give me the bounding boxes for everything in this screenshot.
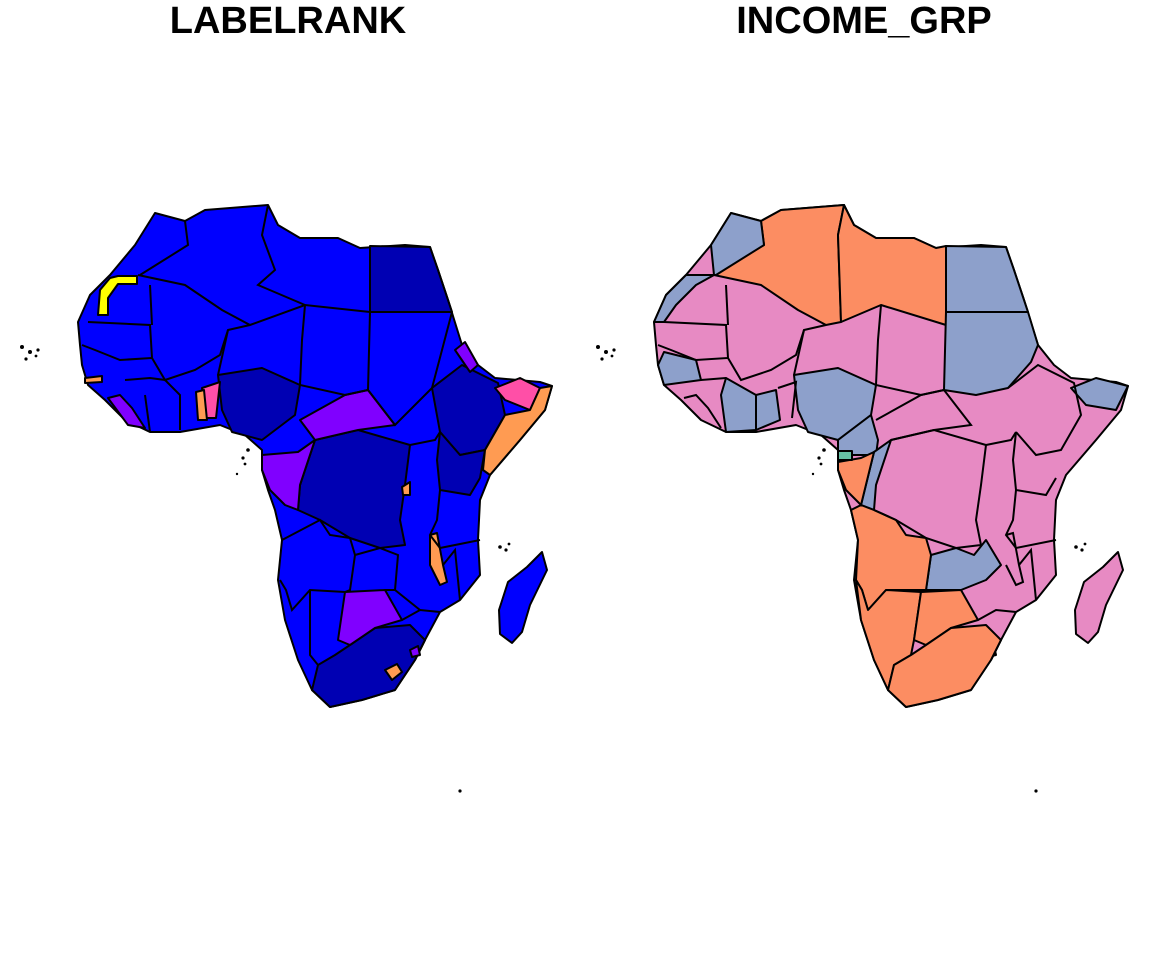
country-ghana: [755, 389, 781, 431]
country-gambia: [84, 375, 103, 384]
country-senegal: [657, 351, 702, 386]
country-nigeria: [217, 367, 301, 441]
country-equatorial-guinea: [837, 450, 853, 461]
country-zambia: [925, 539, 1002, 591]
country-somalia: [482, 385, 553, 476]
country-sudan: [943, 311, 1039, 396]
cape-verde-islands: [596, 345, 616, 361]
gulf-of-guinea-islands: [811, 448, 826, 476]
country-gabon-congo: [261, 439, 316, 511]
country-malawi: [429, 532, 448, 586]
internal-borders-right: [657, 284, 1083, 621]
southern-island: [458, 789, 462, 793]
map-title-income-grp: INCOME_GRP: [736, 0, 992, 42]
southern-island: [1034, 789, 1038, 793]
map-title-labelrank: LABELRANK: [169, 0, 407, 42]
country-madagascar: [498, 551, 548, 644]
gulf-of-guinea-islands: [235, 448, 250, 476]
country-morocco: [653, 212, 765, 323]
comoros-islands: [498, 542, 511, 552]
country-liberia: [107, 394, 146, 429]
country-cote-divoire: [720, 377, 757, 433]
country-egypt: [369, 245, 453, 313]
country-lesotho: [384, 663, 403, 681]
cape-verde-islands: [20, 345, 40, 361]
country-burundi: [401, 481, 411, 496]
country-egypt: [945, 245, 1029, 313]
country-western-sahara: [97, 275, 138, 316]
country-south-africa: [887, 624, 1002, 708]
map-panel-income-grp: [596, 204, 1129, 793]
country-swaziland: [409, 645, 421, 658]
country-ghana-strip: [195, 389, 208, 421]
country-madagascar: [1074, 551, 1124, 644]
country-somaliland: [1070, 377, 1129, 411]
country-eritrea: [454, 341, 479, 373]
country-kenya: [436, 431, 486, 496]
map-panel-labelrank: [20, 204, 553, 793]
country-namibia: [855, 579, 922, 691]
country-angola: [850, 504, 932, 611]
country-libya: [837, 204, 947, 326]
comoros-islands: [1074, 542, 1087, 552]
internal-borders-left: [81, 204, 481, 666]
